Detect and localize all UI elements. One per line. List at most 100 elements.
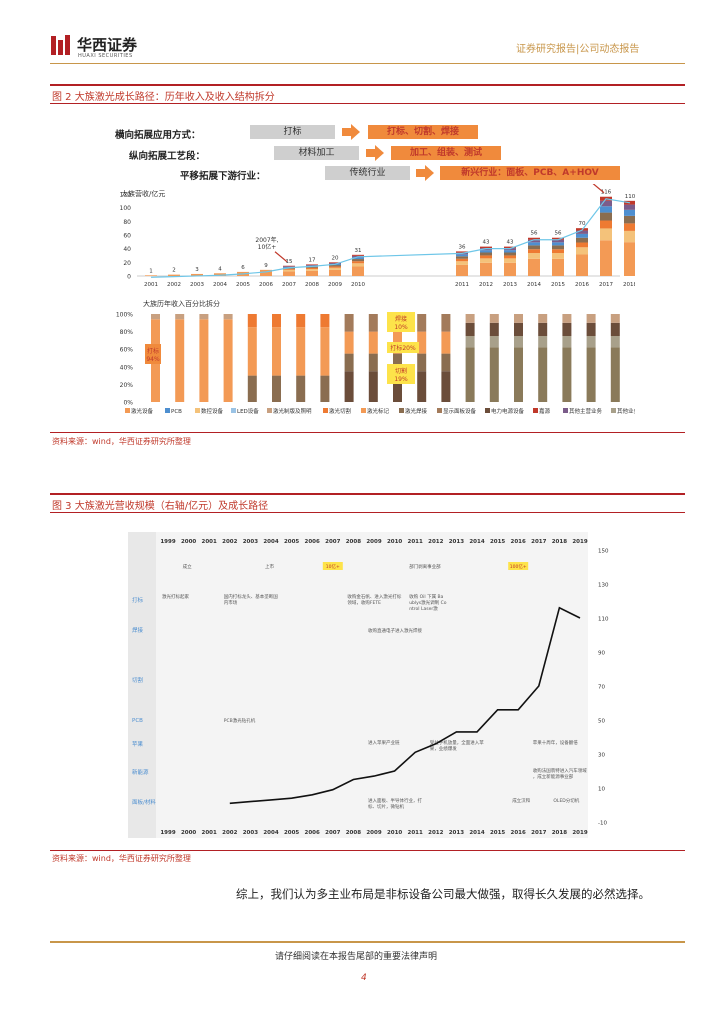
roadmap-year-top: 2010 (387, 539, 402, 545)
pct-legend-label: 激光焊接 (405, 407, 428, 415)
roadmap-year-top: 2015 (490, 539, 505, 545)
pct-bar-segment (610, 322, 620, 336)
roadmap-note: 上市 (265, 563, 274, 570)
pct-ytick-label: 20% (120, 382, 134, 389)
pct-legend-label: LED设备 (237, 407, 259, 415)
roadmap-year-top: 2003 (243, 539, 258, 545)
pct-bar-segment (320, 314, 330, 328)
pct-legend-label: 其他主营业务 (569, 407, 603, 415)
roadmap-note: 收购 Oil 下属 Ba (409, 593, 443, 600)
fig2-row2-to: 加工、组装、测试 (391, 146, 501, 160)
roadmap-note: OLED分切机 (553, 797, 579, 804)
pct-callout-box (387, 364, 415, 384)
pct-bar-segment (417, 371, 427, 402)
roadmap-year-top: 2019 (572, 539, 587, 545)
rev-bar-segment (552, 253, 564, 259)
roadmap-year-bottom: 2009 (366, 830, 381, 836)
logo-cn: 华西证券 (77, 36, 138, 54)
rev-annotation-arrow (274, 251, 288, 263)
roadmap-year-bottom: 2006 (305, 830, 320, 836)
pct-bar-segment (538, 322, 548, 336)
pct-legend-swatch (563, 408, 568, 413)
pct-legend-label: 激光设备 (131, 407, 154, 415)
rev-bar-segment (552, 242, 564, 246)
rev-xtick-label: 2013 (503, 282, 517, 288)
fig3-source: 资料来源：wind，华西证券研究所整理 (52, 854, 191, 863)
rev-annotation-arrow (592, 184, 605, 194)
roadmap-note: 苹果十周年，设备翻倍 (533, 739, 578, 746)
pct-bar-segment (562, 322, 572, 336)
rev-bar-segment (624, 230, 635, 243)
rev-bar-segment (352, 259, 364, 262)
rev-bar (260, 269, 272, 276)
pct-legend-label: 电力电源设备 (491, 407, 525, 415)
roadmap-revenue-line (229, 606, 581, 805)
roadmap-note: 成立汉和 (512, 797, 530, 804)
pct-ytick-label: 100% (116, 312, 133, 319)
pct-bar-segment (489, 347, 499, 402)
roadmap-year-bottom: 2002 (222, 830, 237, 836)
roadmap-year-top: 2008 (346, 539, 361, 545)
rev-bar (145, 275, 157, 276)
rev-bar-segment (283, 268, 295, 270)
rev-bar-segment (576, 247, 588, 255)
arrow-right-icon (342, 124, 360, 140)
pct-bar-segment (465, 336, 475, 348)
pct-bar-segment (441, 314, 451, 332)
roadmap-note: 进入面板、半导体行业，打 (368, 797, 422, 804)
pct-bar-segment (344, 353, 354, 372)
rev-bar-segment (480, 252, 492, 256)
rev-bar-segment (624, 242, 635, 276)
pct-bar-segment (296, 375, 306, 402)
pct-bar-segment (272, 314, 281, 328)
rev-xtick-label: 2009 (328, 282, 342, 288)
rev-bar-segment (329, 262, 341, 264)
rev-bar-segment (456, 251, 468, 253)
rev-value-label: 116 (601, 190, 612, 196)
pct-legend-label: 数控设备 (201, 407, 224, 415)
roadmap-note: 进入苹果产业链 (368, 739, 400, 746)
rev-bar-segment (528, 237, 540, 240)
rev-bar-segment (600, 206, 612, 213)
rev-bar-segment (528, 242, 540, 246)
roadmap-year-top: 2013 (449, 539, 464, 545)
roadmap-note: 10亿+ (326, 563, 340, 570)
rev-value-label: 6 (241, 265, 245, 271)
fig3-title-rule (50, 512, 685, 513)
pct-bar-segment (199, 319, 209, 402)
rev-bar-segment (576, 254, 588, 276)
pct-callout-text: 打标 (147, 347, 159, 355)
roadmap-ytick-label: 70 (598, 685, 605, 691)
rev-bar-segment (283, 269, 295, 272)
roadmap-year-top: 1999 (160, 539, 175, 545)
rev-bar-segment (552, 237, 564, 240)
pct-bar-segment (441, 371, 451, 402)
rev-bar-segment (329, 269, 341, 276)
pct-bar-segment (296, 314, 306, 328)
rev-bar-segment (306, 266, 318, 268)
rev-xtick-label: 2001 (144, 282, 158, 288)
pct-legend-label: 显示面板设备 (443, 407, 477, 415)
rev-ytick-label: 0 (127, 274, 131, 281)
pct-bar-segment (296, 327, 306, 376)
rev-value-label: 15 (286, 259, 293, 265)
rev-value-label: 36 (459, 244, 466, 250)
pct-legend-swatch (533, 408, 538, 413)
pct-bar-segment (151, 314, 160, 320)
roadmap-year-bottom: 2004 (263, 830, 278, 836)
page-number: 4 (361, 973, 367, 983)
rev-bar-segment (329, 265, 341, 267)
pct-bar-segment (489, 314, 499, 323)
rev-bar-segment (504, 246, 516, 249)
roadmap-label-col (128, 532, 156, 838)
pct-bar-segment (320, 327, 330, 376)
rev-bar-segment (552, 258, 564, 276)
rev-bar-segment (528, 245, 540, 250)
pct-bar-segment (344, 371, 354, 402)
roadmap-year-top: 2016 (511, 539, 526, 545)
rev-bar-segment (306, 267, 318, 270)
pct-legend-label: 激光标记 (367, 407, 390, 415)
pct-bar-segment (368, 331, 378, 354)
pct-bar-segment (489, 336, 499, 348)
